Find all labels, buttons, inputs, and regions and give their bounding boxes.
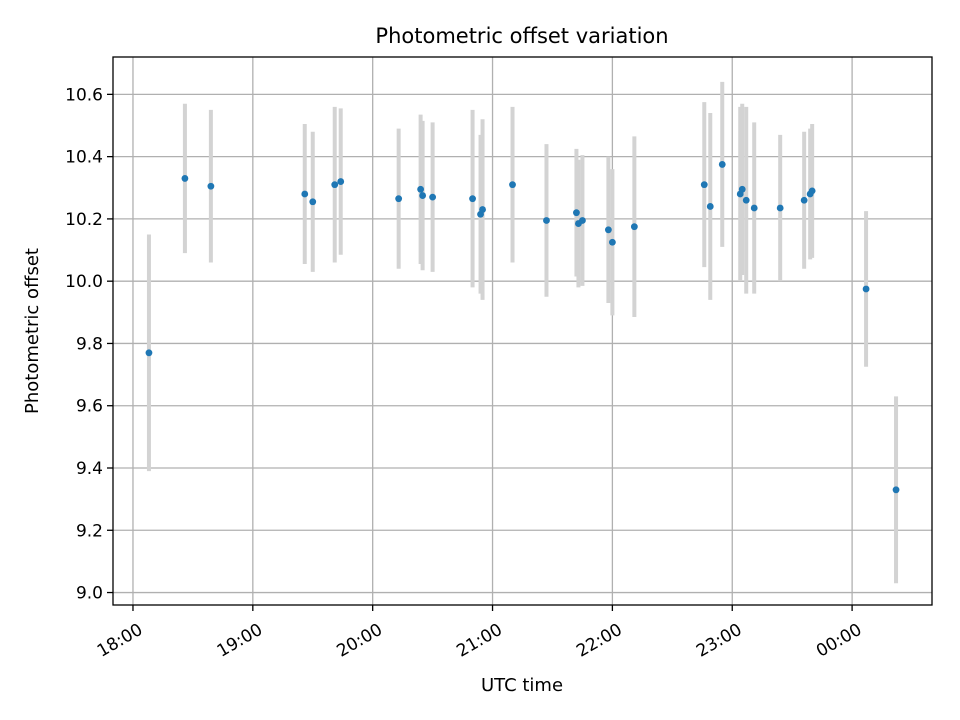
data-point bbox=[309, 198, 317, 206]
y-tick-label: 10.2 bbox=[65, 210, 103, 230]
data-point bbox=[630, 223, 638, 231]
y-axis-label: Photometric offset bbox=[22, 248, 43, 414]
data-point bbox=[738, 185, 746, 193]
data-point bbox=[776, 204, 784, 212]
data-point bbox=[718, 161, 726, 168]
y-tick-label: 10.6 bbox=[65, 85, 103, 105]
data-point bbox=[800, 196, 808, 204]
data-point bbox=[417, 185, 425, 193]
data-point bbox=[181, 175, 189, 182]
data-points bbox=[145, 161, 900, 494]
y-tick-label: 9.0 bbox=[76, 584, 103, 604]
y-tick-label: 9.6 bbox=[76, 397, 103, 417]
data-point bbox=[700, 181, 708, 189]
data-point bbox=[808, 187, 816, 195]
data-point bbox=[429, 193, 437, 201]
data-point bbox=[892, 486, 900, 494]
data-point bbox=[706, 203, 714, 210]
data-point bbox=[301, 190, 309, 198]
data-point bbox=[742, 196, 750, 204]
y-tick-label: 10.0 bbox=[65, 272, 103, 292]
y-tick-label: 9.8 bbox=[76, 334, 103, 354]
grid-lines bbox=[113, 57, 932, 605]
data-point bbox=[862, 285, 870, 293]
data-point bbox=[750, 204, 758, 212]
y-tick-label: 9.2 bbox=[76, 521, 103, 541]
data-point bbox=[145, 349, 153, 357]
data-point bbox=[337, 178, 345, 185]
data-point bbox=[509, 181, 516, 189]
data-point bbox=[469, 195, 476, 203]
data-point bbox=[579, 217, 586, 224]
data-point bbox=[543, 217, 550, 224]
y-tick-label: 10.4 bbox=[65, 148, 103, 168]
data-point bbox=[604, 226, 612, 234]
data-point bbox=[395, 195, 403, 203]
axis-ticks bbox=[107, 93, 853, 611]
data-point bbox=[479, 206, 486, 213]
data-point bbox=[207, 182, 215, 190]
plot-frame bbox=[112, 56, 933, 606]
x-axis-label: UTC time bbox=[481, 675, 563, 696]
data-point bbox=[608, 238, 616, 246]
data-point bbox=[573, 209, 580, 217]
y-tick-label: 9.4 bbox=[76, 459, 103, 479]
data-point bbox=[331, 181, 339, 189]
chart-title: Photometric offset variation bbox=[375, 24, 668, 48]
data-point bbox=[419, 192, 427, 199]
